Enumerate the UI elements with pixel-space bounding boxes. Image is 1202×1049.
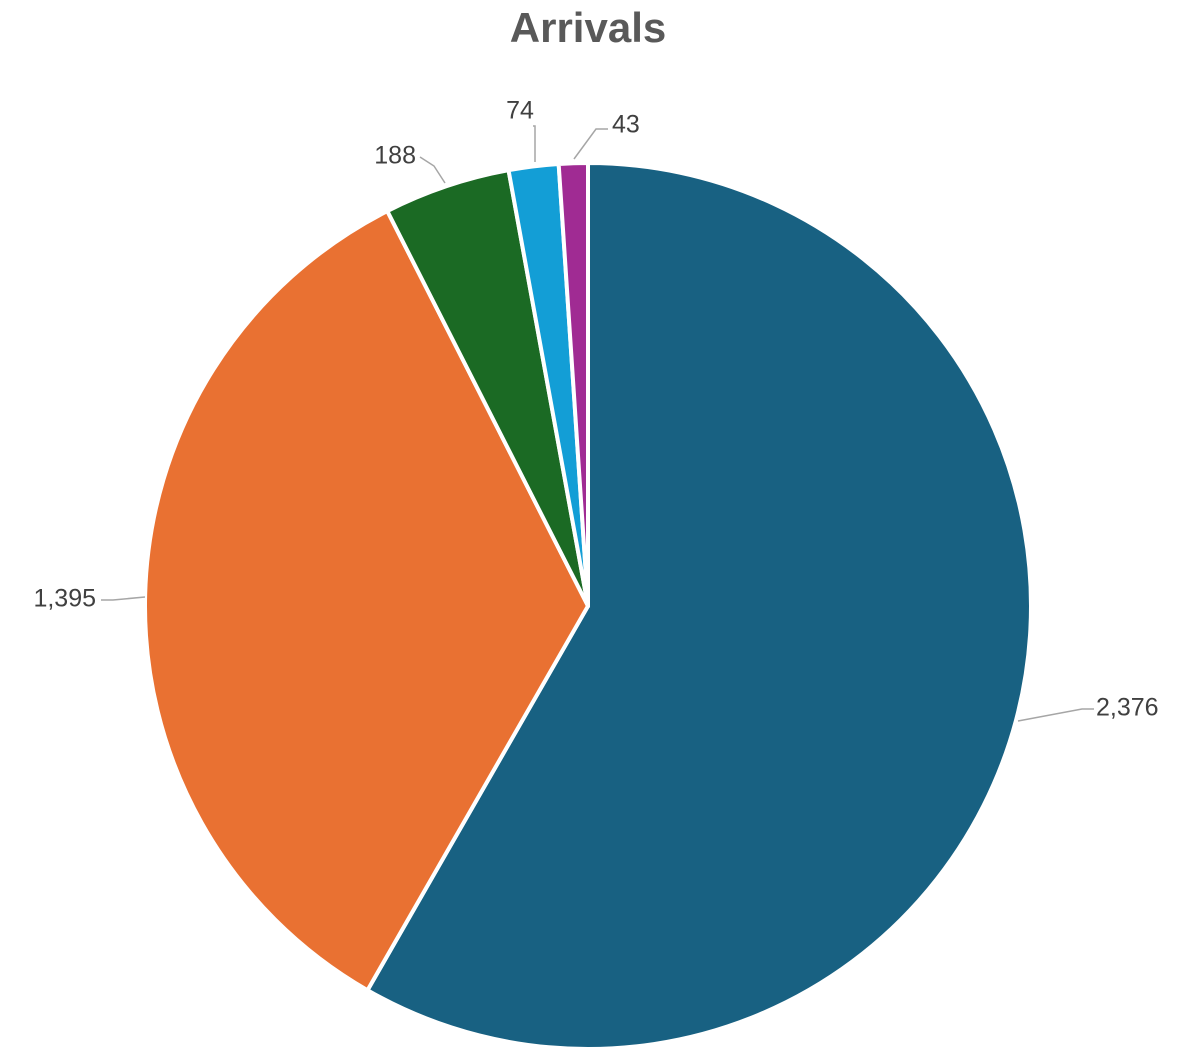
leader-line-4: [533, 125, 536, 162]
leader-line-5: [573, 128, 608, 160]
data-label-4: 74: [506, 97, 534, 125]
data-label-3: 188: [374, 142, 416, 170]
pie-slice-5: [556, 161, 590, 608]
data-label-5: 43: [612, 111, 640, 139]
leader-lines: [101, 125, 1094, 722]
leader-line-3: [419, 156, 446, 184]
chart-title: Arrivals: [509, 4, 667, 51]
data-labels: 2,376 1,395 188 74 43: [33, 97, 1158, 722]
leader-line-1: [1017, 708, 1094, 722]
data-label-1: 2,376: [1096, 694, 1159, 722]
pie-slice-2: [143, 209, 590, 993]
leader-line-2: [101, 596, 146, 601]
data-label-2: 1,395: [33, 585, 96, 613]
pie-slices: [143, 161, 1033, 1049]
